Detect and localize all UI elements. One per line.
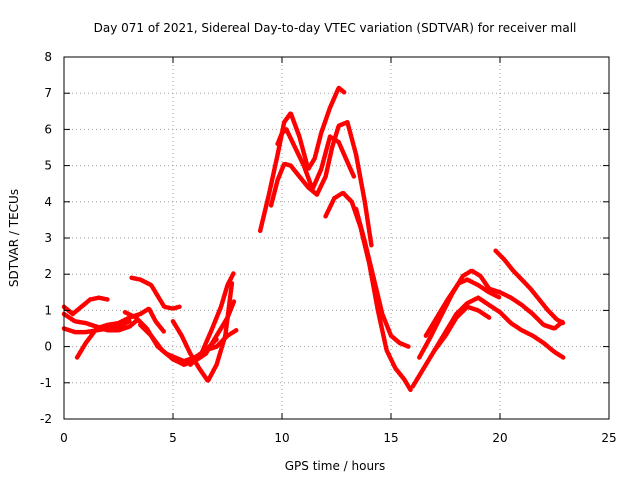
y-axis-label: SDTVAR / TECUs <box>7 189 21 287</box>
series-arc-d5 <box>486 286 566 331</box>
series-arc-d6 <box>493 248 566 326</box>
series-arc-d1 <box>410 295 566 389</box>
series-arc-c1 <box>257 85 348 234</box>
y-tick-label: 1 <box>44 303 52 317</box>
series-arc-c5 <box>353 206 411 349</box>
x-axis-label: GPS time / hours <box>285 459 386 473</box>
series-arc-b6 <box>203 328 239 353</box>
series-arc-d4 <box>432 304 492 353</box>
y-tick-label: 0 <box>44 340 52 354</box>
x-tick-label: 5 <box>169 431 177 445</box>
series-arc-a4 <box>74 306 167 360</box>
chart-title: Day 071 of 2021, Sidereal Day-to-day VTE… <box>94 21 577 35</box>
y-tick-label: 2 <box>44 267 52 281</box>
series-arc-b1 <box>129 275 182 311</box>
series-arc-c3 <box>275 127 357 192</box>
x-tick-label: 0 <box>60 431 68 445</box>
y-tick-label: -2 <box>40 412 52 426</box>
x-tick-label: 15 <box>383 431 398 445</box>
y-tick-label: 6 <box>44 122 52 136</box>
x-tick-label: 10 <box>274 431 289 445</box>
series-arc-a1 <box>61 295 110 317</box>
y-tick-label: -1 <box>40 376 52 390</box>
series-arc-d3 <box>423 277 503 338</box>
series-arc-c2 <box>268 119 374 248</box>
tick-layer: 0 5 10 15 20 25 -2 -1 0 1 2 3 4 5 6 7 8 <box>40 50 617 445</box>
y-tick-label: 4 <box>44 195 52 209</box>
y-tick-label: 5 <box>44 159 52 173</box>
y-tick-label: 8 <box>44 50 52 64</box>
x-tick-label: 25 <box>601 431 616 445</box>
grid-layer <box>64 57 609 419</box>
y-tick-label: 3 <box>44 231 52 245</box>
y-tick-label: 7 <box>44 86 52 100</box>
series-arc-b5 <box>188 270 237 367</box>
x-tick-label: 20 <box>492 431 507 445</box>
series-layer <box>61 85 566 393</box>
